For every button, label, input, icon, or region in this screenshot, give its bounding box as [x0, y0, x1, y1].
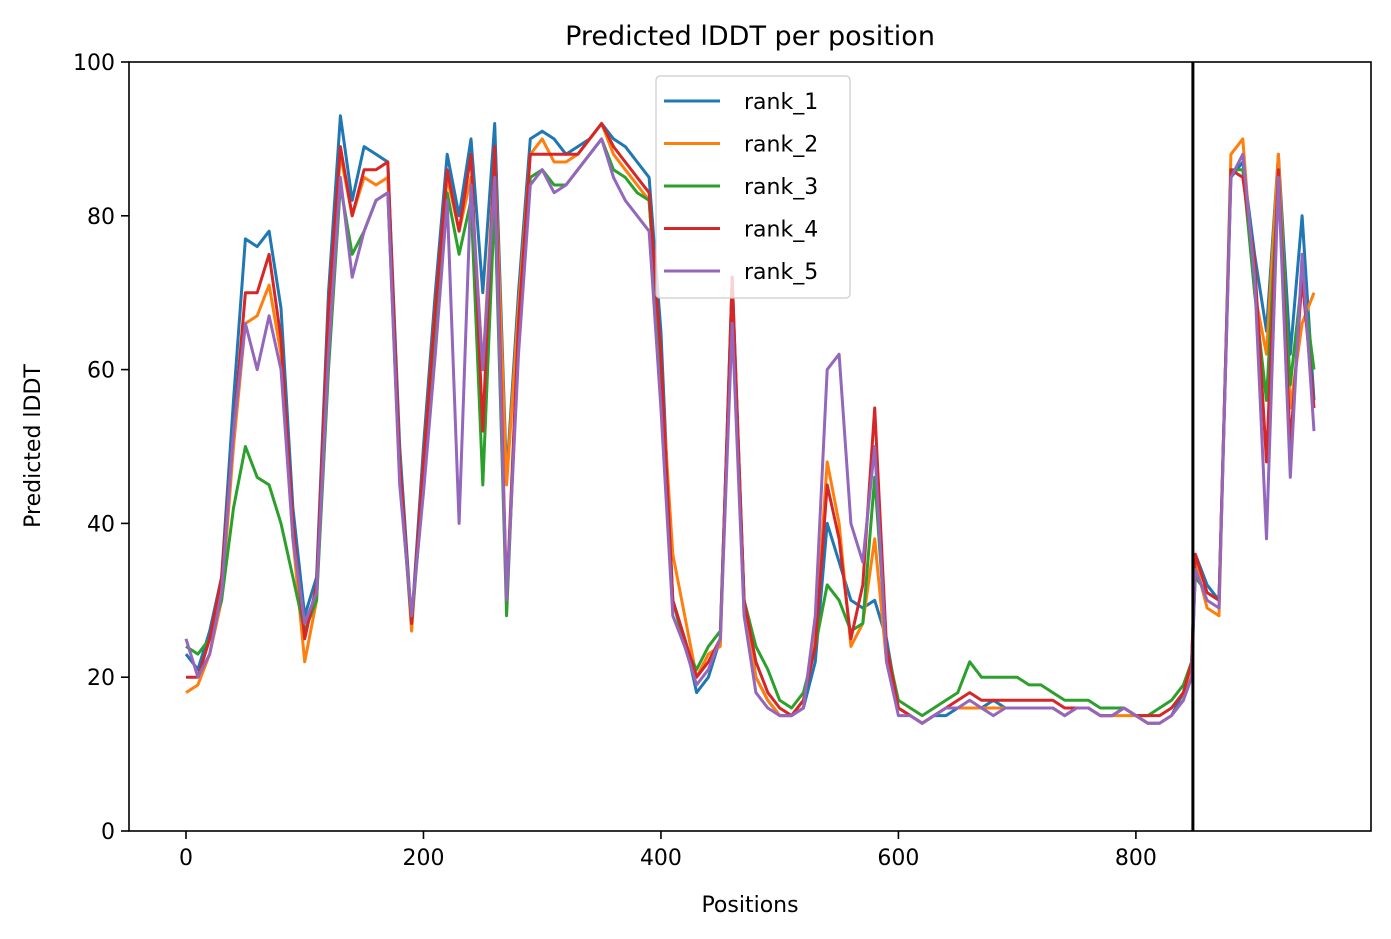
series-layer — [184, 114, 1316, 725]
y-tick-label: 40 — [87, 512, 115, 537]
y-tick-label: 20 — [87, 666, 115, 691]
legend-label-rank_4: rank_4 — [744, 218, 818, 243]
x-axis-ticks: 0 200 400 600 800 — [179, 831, 1157, 871]
x-tick-label: 400 — [640, 846, 682, 871]
x-axis-label: Positions — [701, 893, 798, 918]
chart-title: Predicted lDDT per position — [565, 21, 935, 52]
legend: rank_1 rank_2 rank_3 rank_4 rank_5 — [655, 75, 851, 299]
legend-items: rank_1 rank_2 rank_3 rank_4 rank_5 — [664, 90, 818, 285]
y-tick-label: 100 — [73, 51, 115, 76]
legend-label-rank_2: rank_2 — [744, 133, 818, 158]
series-line-rank_5 — [184, 137, 1316, 725]
legend-label-rank_5: rank_5 — [744, 260, 818, 285]
legend-label-rank_1: rank_1 — [744, 90, 818, 115]
plot-frame — [128, 61, 1372, 832]
legend-label-rank_3: rank_3 — [744, 175, 818, 200]
y-tick-label: 80 — [87, 205, 115, 230]
y-tick-label: 60 — [87, 359, 115, 384]
y-tick-label: 0 — [101, 820, 115, 845]
legend-box — [655, 75, 851, 299]
x-tick-label: 200 — [402, 846, 444, 871]
x-tick-label: 0 — [179, 846, 193, 871]
x-tick-label: 600 — [877, 846, 919, 871]
y-axis-ticks: 0 20 40 60 80 100 — [73, 51, 129, 845]
y-axis-label: Predicted lDDT — [21, 364, 46, 528]
x-tick-label: 800 — [1115, 846, 1157, 871]
